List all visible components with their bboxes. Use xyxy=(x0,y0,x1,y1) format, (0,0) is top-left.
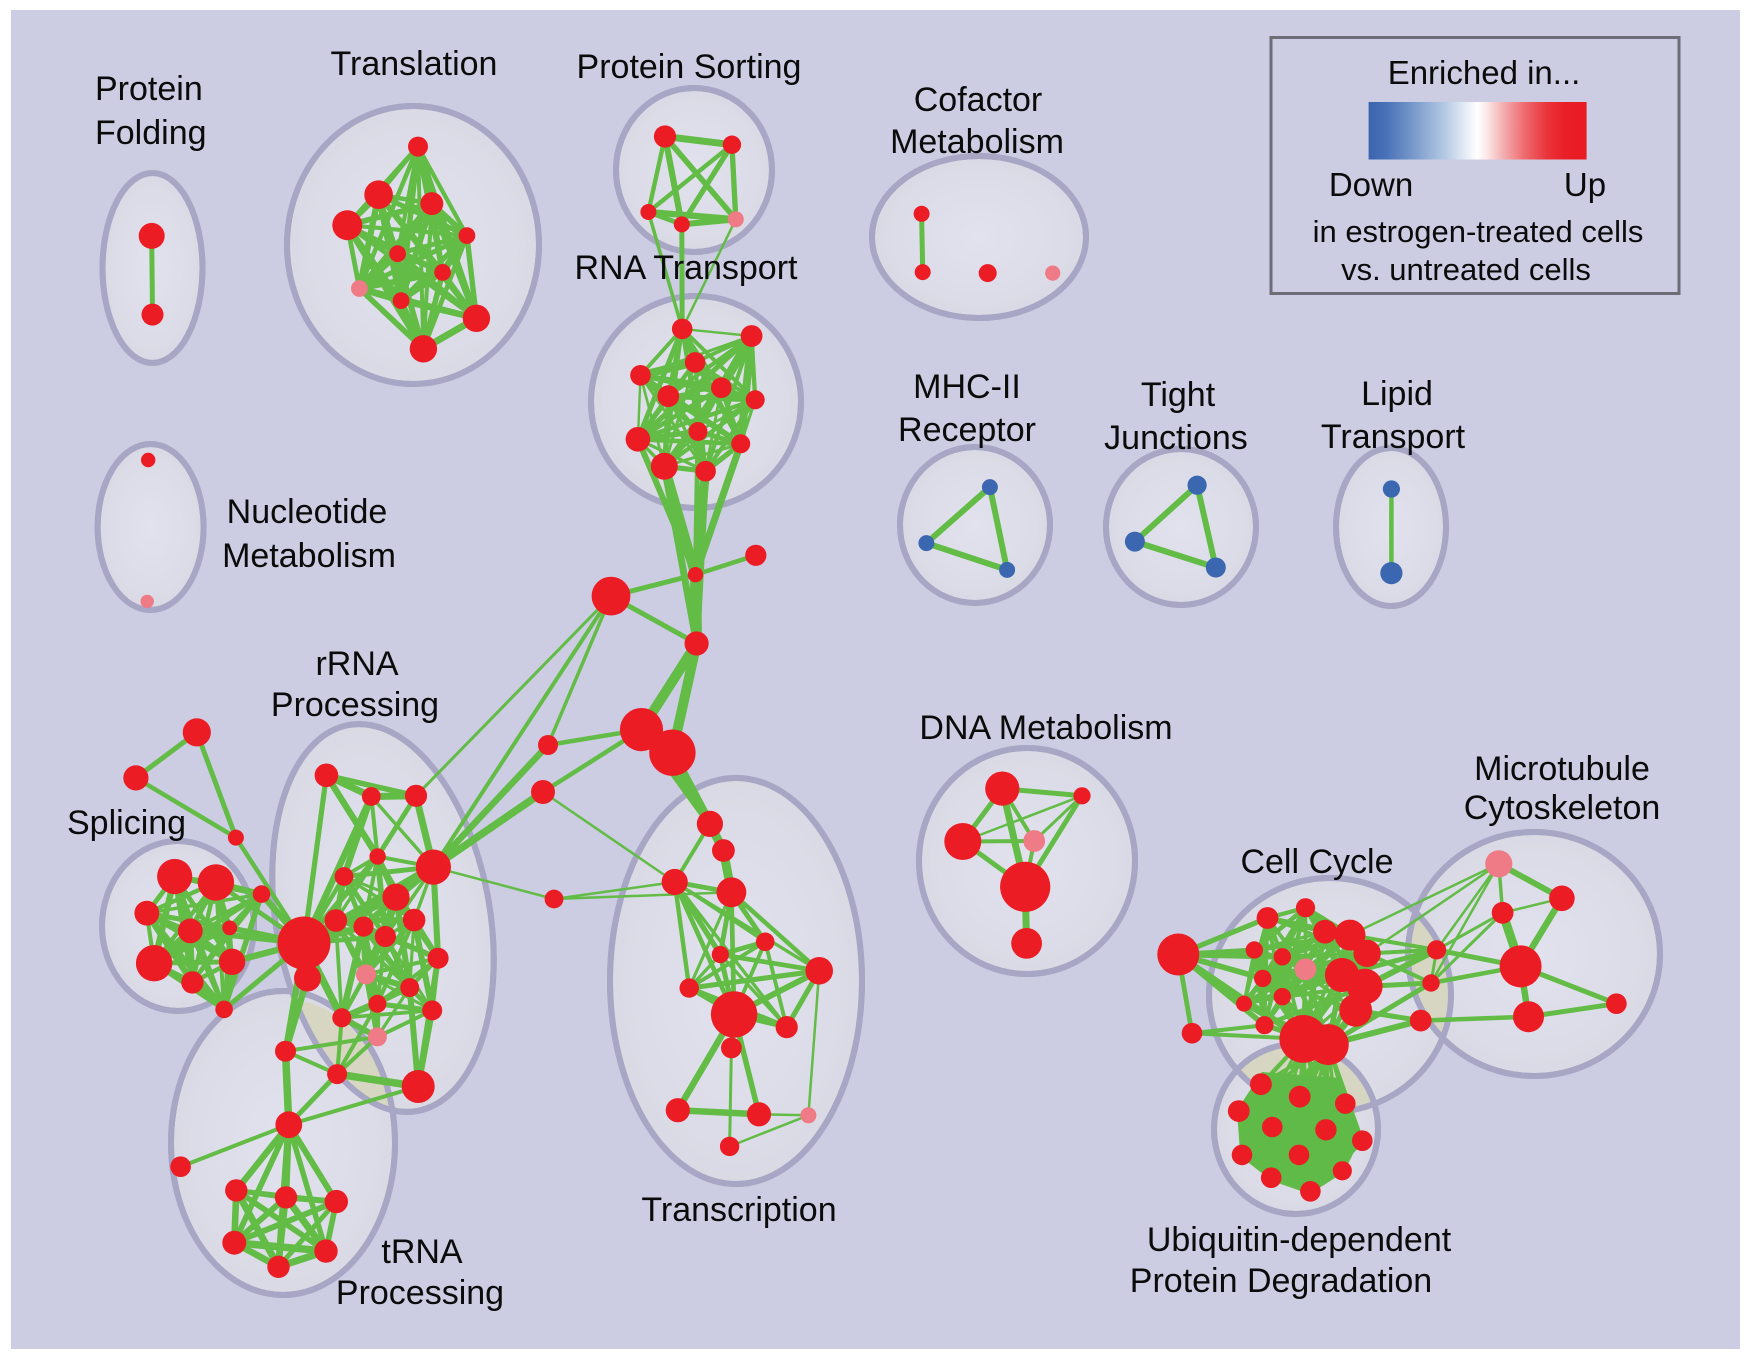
svg-text:MHC-II: MHC-II xyxy=(913,368,1021,406)
svg-text:Receptor: Receptor xyxy=(898,411,1036,449)
svg-text:Nucleotide: Nucleotide xyxy=(227,493,388,531)
svg-text:Junctions: Junctions xyxy=(1104,419,1248,457)
svg-text:Transport: Transport xyxy=(1321,418,1466,456)
svg-text:Microtubule: Microtubule xyxy=(1474,750,1650,788)
svg-text:Lipid: Lipid xyxy=(1361,375,1433,413)
svg-text:Cofactor: Cofactor xyxy=(914,81,1043,119)
svg-text:Transcription: Transcription xyxy=(641,1191,836,1229)
svg-text:Protein Sorting: Protein Sorting xyxy=(577,48,802,86)
svg-text:Tight: Tight xyxy=(1141,376,1216,414)
svg-text:Metabolism: Metabolism xyxy=(890,123,1064,161)
svg-text:rRNA: rRNA xyxy=(315,645,398,683)
svg-text:tRNA: tRNA xyxy=(381,1233,463,1271)
svg-text:Processing: Processing xyxy=(336,1274,504,1312)
svg-text:Up: Up xyxy=(1564,166,1606,203)
svg-text:DNA Metabolism: DNA Metabolism xyxy=(919,709,1172,747)
svg-text:Folding: Folding xyxy=(95,114,207,152)
svg-text:Enriched in...: Enriched in... xyxy=(1388,54,1581,91)
svg-text:Cell Cycle: Cell Cycle xyxy=(1240,843,1393,881)
svg-text:vs. untreated cells: vs. untreated cells xyxy=(1341,252,1591,287)
svg-text:Splicing: Splicing xyxy=(67,804,186,842)
svg-text:RNA Transport: RNA Transport xyxy=(575,249,799,287)
svg-text:Processing: Processing xyxy=(271,686,439,724)
svg-text:Translation: Translation xyxy=(331,45,498,83)
svg-text:Down: Down xyxy=(1329,166,1413,203)
svg-text:Cytoskeleton: Cytoskeleton xyxy=(1464,789,1661,827)
svg-text:Ubiquitin-dependent: Ubiquitin-dependent xyxy=(1147,1221,1452,1259)
svg-text:Protein Degradation: Protein Degradation xyxy=(1130,1262,1432,1300)
svg-text:Protein: Protein xyxy=(95,70,203,108)
svg-text:Metabolism: Metabolism xyxy=(222,537,396,575)
svg-text:in estrogen-treated cells: in estrogen-treated cells xyxy=(1313,214,1644,249)
